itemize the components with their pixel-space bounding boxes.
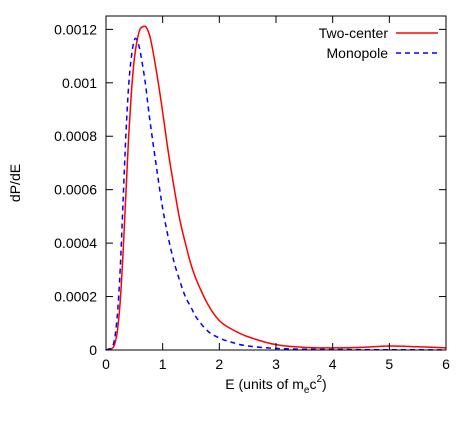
series-layer <box>105 25 447 351</box>
x-tick-label: 0 <box>102 356 110 372</box>
y-tick-label: 0.0006 <box>54 182 97 198</box>
y-axis-label: dP/dE <box>7 164 23 202</box>
x-axis-label: E (units of mec2) <box>225 374 326 396</box>
legend-label-two-center: Two-center <box>319 25 389 41</box>
x-tick-label: 4 <box>329 356 337 372</box>
y-tick-label: 0.0002 <box>54 289 97 305</box>
x-axis-label-subscript: e <box>304 385 310 396</box>
y-tick-label: 0 <box>89 342 97 358</box>
series-line-two-center <box>105 25 447 351</box>
x-tick-label: 1 <box>159 356 167 372</box>
y-tick-label: 0.001 <box>62 75 97 91</box>
x-axis-label-superscript: 2 <box>316 374 322 385</box>
x-tick-label: 6 <box>442 356 450 372</box>
y-tick-label: 0.0008 <box>54 128 97 144</box>
ticks-layer: 0 1 2 3 4 5 6 0 0.0002 0.0004 0.0006 0.0008 0.001 0.0… <box>54 16 450 372</box>
x-tick-label: 2 <box>215 356 223 372</box>
legend: Two-center Monopole <box>319 25 438 61</box>
x-axis-label-main: E (units of m <box>225 376 304 392</box>
plot-frame <box>105 15 447 351</box>
legend-label-monopole: Monopole <box>327 45 389 61</box>
x-axis-label-close: ) <box>322 376 327 392</box>
x-tick-label: 3 <box>272 356 280 372</box>
x-axis-label-mid: c <box>309 376 316 392</box>
y-tick-label: 0.0004 <box>54 235 97 251</box>
series-line-monopole <box>105 37 447 351</box>
x-tick-label: 5 <box>385 356 393 372</box>
y-tick-label: 0.0012 <box>54 21 97 37</box>
